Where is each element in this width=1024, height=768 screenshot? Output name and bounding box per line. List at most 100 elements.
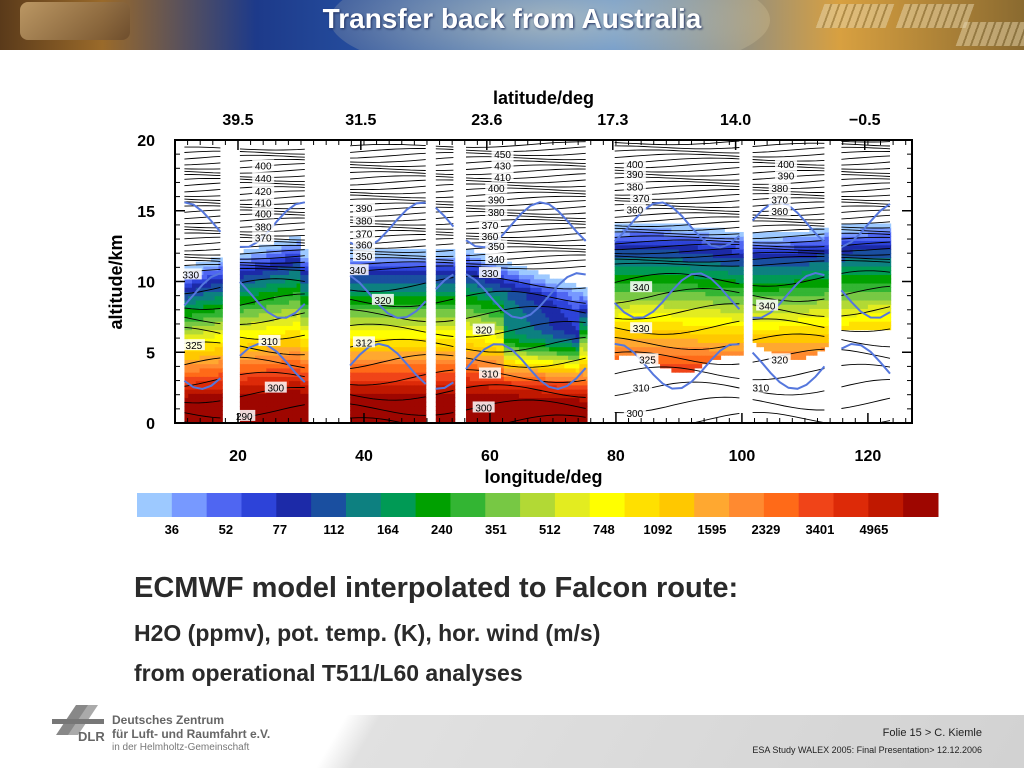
humidity-cell bbox=[473, 418, 478, 423]
humidity-cell bbox=[541, 333, 546, 339]
humidity-cell bbox=[786, 287, 792, 293]
humidity-cell bbox=[671, 304, 676, 309]
humidity-cell bbox=[466, 359, 471, 365]
humidity-cell bbox=[372, 372, 378, 377]
humidity-cell bbox=[450, 414, 456, 420]
humidity-cell bbox=[571, 321, 577, 326]
humidity-cell bbox=[439, 295, 444, 301]
humidity-cell bbox=[289, 329, 294, 335]
humidity-cell bbox=[247, 312, 252, 318]
humidity-cell bbox=[488, 287, 494, 293]
humidity-cell bbox=[560, 401, 565, 407]
humidity-cell bbox=[365, 325, 370, 331]
humidity-cell bbox=[273, 299, 279, 305]
humidity-cell bbox=[663, 261, 669, 267]
humidity-cell bbox=[763, 338, 769, 343]
humidity-cell bbox=[767, 287, 773, 293]
humidity-cell bbox=[786, 338, 792, 343]
humidity-cell bbox=[579, 355, 584, 360]
humidity-cell bbox=[709, 342, 714, 348]
humidity-cell bbox=[720, 278, 725, 284]
humidity-cell bbox=[218, 287, 223, 293]
humidity-cell bbox=[214, 299, 220, 305]
humidity-cell bbox=[387, 359, 393, 365]
humidity-cell bbox=[277, 265, 283, 271]
humidity-cell bbox=[380, 257, 385, 263]
humidity-cell bbox=[579, 406, 584, 411]
humidity-cell bbox=[296, 406, 301, 411]
humidity-cell bbox=[518, 304, 524, 309]
humidity-cell bbox=[583, 363, 588, 369]
humidity-cell bbox=[671, 257, 676, 263]
humidity-cell bbox=[652, 287, 657, 293]
humidity-cell bbox=[414, 355, 419, 360]
humidity-cell bbox=[663, 299, 669, 305]
humidity-cell bbox=[435, 304, 441, 309]
humidity-cell bbox=[450, 418, 456, 423]
humidity-cell bbox=[496, 299, 501, 305]
humidity-cell bbox=[728, 270, 733, 276]
humidity-cell bbox=[203, 350, 208, 356]
humidity-cell bbox=[481, 380, 486, 386]
humidity-cell bbox=[660, 338, 665, 343]
humidity-cell bbox=[296, 346, 301, 352]
humidity-cell bbox=[273, 346, 279, 352]
humidity-cell bbox=[247, 359, 252, 365]
humidity-cell bbox=[399, 342, 404, 348]
humidity-cell bbox=[705, 316, 710, 322]
humidity-cell bbox=[771, 265, 776, 271]
humidity-cell bbox=[515, 380, 520, 386]
humidity-cell bbox=[500, 299, 505, 305]
humidity-cell bbox=[633, 261, 638, 267]
theta-contour-line bbox=[184, 215, 221, 220]
humidity-cell bbox=[686, 265, 691, 271]
theta-contour-line bbox=[239, 228, 305, 233]
humidity-cell bbox=[752, 312, 758, 318]
humidity-cell bbox=[728, 350, 733, 356]
humidity-cell bbox=[414, 367, 419, 373]
humidity-cell bbox=[258, 380, 264, 386]
humidity-cell bbox=[203, 338, 208, 343]
humidity-cell bbox=[731, 295, 737, 301]
humidity-cell bbox=[292, 329, 298, 335]
humidity-cell bbox=[618, 325, 623, 331]
humidity-cell bbox=[500, 291, 505, 297]
humidity-cell bbox=[545, 410, 550, 416]
humidity-cell bbox=[258, 291, 264, 297]
humidity-cell bbox=[477, 380, 482, 386]
humidity-cell bbox=[779, 304, 784, 309]
theta-contour-line bbox=[239, 345, 305, 356]
humidity-cell bbox=[243, 372, 249, 377]
humidity-cell bbox=[712, 316, 718, 322]
humidity-cell bbox=[534, 384, 539, 390]
humidity-cell bbox=[644, 299, 650, 305]
humidity-cell bbox=[214, 414, 220, 420]
humidity-cell bbox=[218, 325, 223, 331]
humidity-cell bbox=[541, 274, 546, 280]
humidity-cell bbox=[435, 363, 441, 369]
humidity-cell bbox=[399, 376, 404, 382]
humidity-cell bbox=[735, 350, 741, 356]
humidity-cell bbox=[296, 372, 301, 377]
humidity-cell bbox=[218, 299, 223, 305]
humidity-cell bbox=[767, 291, 773, 297]
humidity-cell bbox=[760, 321, 765, 326]
humidity-cell bbox=[384, 359, 389, 365]
humidity-cell bbox=[564, 299, 569, 305]
humidity-cell bbox=[365, 367, 370, 373]
humidity-cell bbox=[690, 312, 695, 318]
humidity-cell bbox=[450, 312, 456, 318]
humidity-cell bbox=[492, 401, 497, 407]
humidity-cell bbox=[511, 282, 516, 288]
humidity-cell bbox=[560, 418, 565, 423]
humidity-cell bbox=[705, 265, 710, 271]
humidity-cell bbox=[350, 397, 355, 403]
humidity-cell bbox=[289, 291, 294, 297]
humidity-cell bbox=[387, 406, 393, 411]
humidity-cell bbox=[701, 240, 706, 246]
humidity-cell bbox=[199, 325, 204, 331]
humidity-cell bbox=[626, 350, 631, 356]
humidity-cell bbox=[443, 401, 448, 407]
humidity-cell bbox=[403, 372, 408, 377]
humidity-cell bbox=[667, 304, 672, 309]
